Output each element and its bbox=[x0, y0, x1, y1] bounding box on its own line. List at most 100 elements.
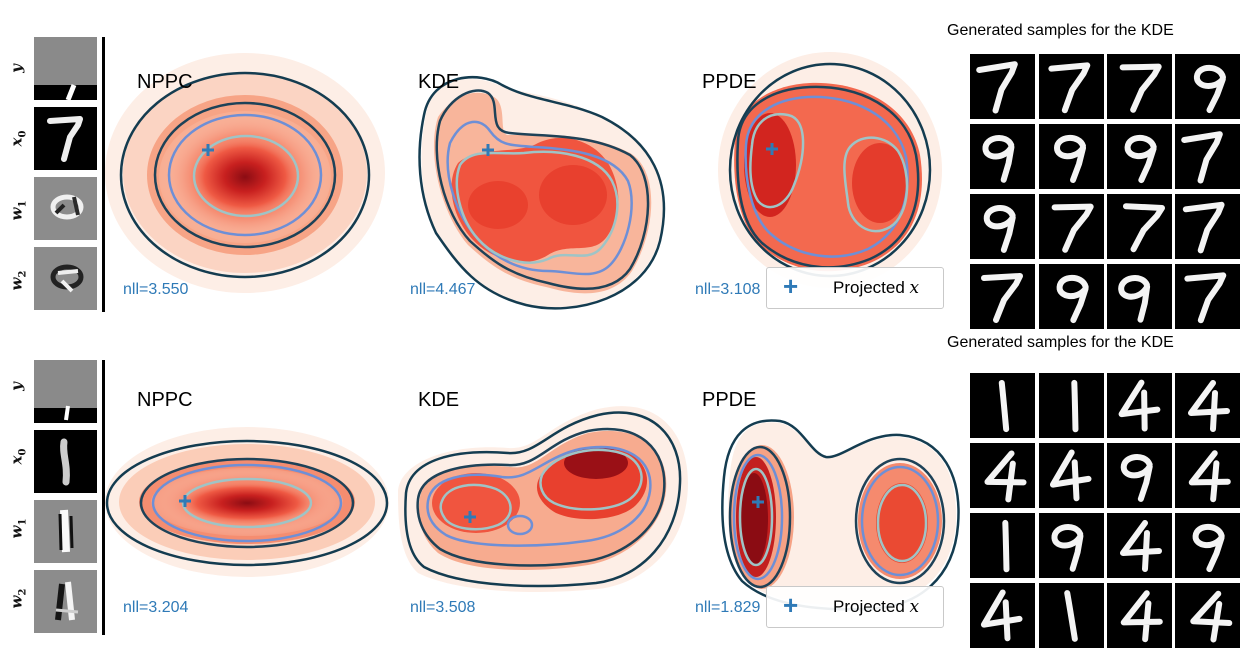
digit-stroke bbox=[980, 589, 1023, 642]
sample-image bbox=[1175, 373, 1240, 438]
sample-image bbox=[1175, 264, 1240, 329]
sample-image bbox=[970, 443, 1035, 508]
sample-image bbox=[970, 513, 1035, 578]
projected-point-marker bbox=[752, 496, 764, 508]
nll-value: nll=3.508 bbox=[410, 599, 476, 616]
panel-title: PPDE bbox=[702, 389, 757, 411]
digit-stroke bbox=[1051, 524, 1084, 572]
thumb-x0 bbox=[34, 107, 97, 170]
side-label-w1: w1 bbox=[7, 200, 29, 221]
figure-row-bottom: y x0 w1 w2 NPPC nll=3.204 bbox=[0, 318, 1242, 648]
sample-image bbox=[1175, 124, 1240, 189]
sample-image bbox=[1039, 194, 1104, 259]
sample-image bbox=[1107, 194, 1172, 259]
panel-kde: KDE nll=4.467 bbox=[398, 35, 688, 315]
sample-image bbox=[1107, 124, 1172, 189]
sample-image bbox=[1175, 513, 1240, 578]
digit-stroke bbox=[1071, 379, 1079, 433]
density-plot-nppc bbox=[105, 53, 385, 293]
digit-stroke bbox=[1056, 274, 1089, 324]
sample-image bbox=[1107, 373, 1172, 438]
side-label-y: y bbox=[7, 382, 26, 391]
sample-image bbox=[1107, 264, 1172, 329]
legend: + Projected x bbox=[766, 586, 944, 628]
side-label-w2: w2 bbox=[7, 588, 29, 609]
digit-stroke bbox=[1064, 590, 1078, 642]
density-plot-ppde bbox=[718, 52, 942, 288]
digit-stroke bbox=[1118, 379, 1161, 432]
density-plot-kde bbox=[418, 75, 666, 310]
projected-point-marker bbox=[766, 143, 778, 155]
sample-image bbox=[1039, 513, 1104, 578]
sample-image bbox=[1107, 583, 1172, 648]
sample-image bbox=[1039, 373, 1104, 438]
sample-image bbox=[970, 54, 1035, 119]
digit-stroke bbox=[1120, 520, 1162, 572]
side-label-w1: w1 bbox=[7, 518, 29, 539]
sample-image bbox=[1039, 443, 1104, 508]
digit-stroke bbox=[1054, 135, 1086, 183]
digit-stroke bbox=[1181, 131, 1223, 184]
digit-stroke bbox=[998, 379, 1010, 433]
thumb-y bbox=[34, 37, 97, 101]
sample-image bbox=[970, 583, 1035, 648]
panel-ppde: PPDE nll=3.108 bbox=[690, 35, 980, 315]
sample-image bbox=[970, 264, 1035, 329]
panel-title: PPDE bbox=[702, 71, 757, 93]
side-label-x0: x0 bbox=[7, 130, 29, 147]
panel-kde: KDE nll=3.508 bbox=[398, 353, 688, 633]
sample-image bbox=[1039, 583, 1104, 648]
density-plot-nppc bbox=[105, 427, 389, 577]
thumb-x0 bbox=[34, 430, 97, 493]
digit-stroke bbox=[1122, 203, 1165, 253]
digit-stroke bbox=[1119, 63, 1162, 113]
panel-title: KDE bbox=[418, 71, 460, 93]
plus-marker-icon: + bbox=[783, 271, 799, 301]
digit-stroke bbox=[1120, 454, 1153, 502]
nll-value: nll=4.467 bbox=[410, 281, 476, 298]
thumb-w1 bbox=[34, 500, 97, 563]
divider bbox=[102, 360, 105, 635]
digit-stroke bbox=[1118, 275, 1151, 323]
nll-value: nll=3.108 bbox=[695, 281, 761, 298]
panel-title: KDE bbox=[418, 389, 460, 411]
sample-image bbox=[1175, 443, 1240, 508]
digit-stroke bbox=[1051, 203, 1094, 253]
figure-row-top: y x0 w1 w2 NPPC nll=3.550 bbox=[0, 0, 1242, 329]
side-label-w2: w2 bbox=[7, 270, 29, 291]
legend-label: Projected x bbox=[833, 597, 920, 617]
nll-value: nll=1.829 bbox=[695, 599, 761, 616]
sample-image bbox=[1039, 264, 1104, 329]
panel-title: NPPC bbox=[137, 71, 193, 93]
samples-title: Generated samples for the KDE bbox=[947, 334, 1174, 351]
thumb-y bbox=[34, 360, 97, 423]
sample-image bbox=[1107, 443, 1172, 508]
projected-point-marker bbox=[482, 144, 494, 156]
legend: + Projected x bbox=[766, 267, 944, 309]
sample-image bbox=[1039, 124, 1104, 189]
sample-image bbox=[1107, 513, 1172, 578]
sample-image bbox=[1175, 54, 1240, 119]
panel-title: NPPC bbox=[137, 389, 193, 411]
nll-value: nll=3.550 bbox=[123, 281, 189, 298]
sample-image bbox=[1175, 583, 1240, 648]
panel-nppc: NPPC nll=3.204 bbox=[105, 353, 395, 633]
digit-stroke bbox=[983, 205, 1016, 253]
digit-stroke bbox=[976, 61, 1018, 114]
projected-point-marker bbox=[179, 495, 191, 507]
digit-stroke bbox=[1002, 519, 1010, 573]
panel-nppc: NPPC nll=3.550 bbox=[105, 35, 395, 315]
thumb-w2 bbox=[34, 570, 97, 633]
projected-point-marker bbox=[202, 144, 214, 156]
sample-image bbox=[970, 373, 1035, 438]
digit-stroke bbox=[984, 450, 1027, 503]
digit-stroke bbox=[1184, 272, 1227, 324]
digit-stroke bbox=[1182, 201, 1225, 254]
digit-stroke bbox=[982, 135, 1015, 183]
digit-stroke bbox=[1048, 62, 1091, 114]
sample-image bbox=[1175, 194, 1240, 259]
density-plot-kde bbox=[398, 406, 688, 592]
sample-image bbox=[970, 124, 1035, 189]
divider bbox=[102, 37, 105, 312]
thumb-w1 bbox=[34, 177, 97, 240]
